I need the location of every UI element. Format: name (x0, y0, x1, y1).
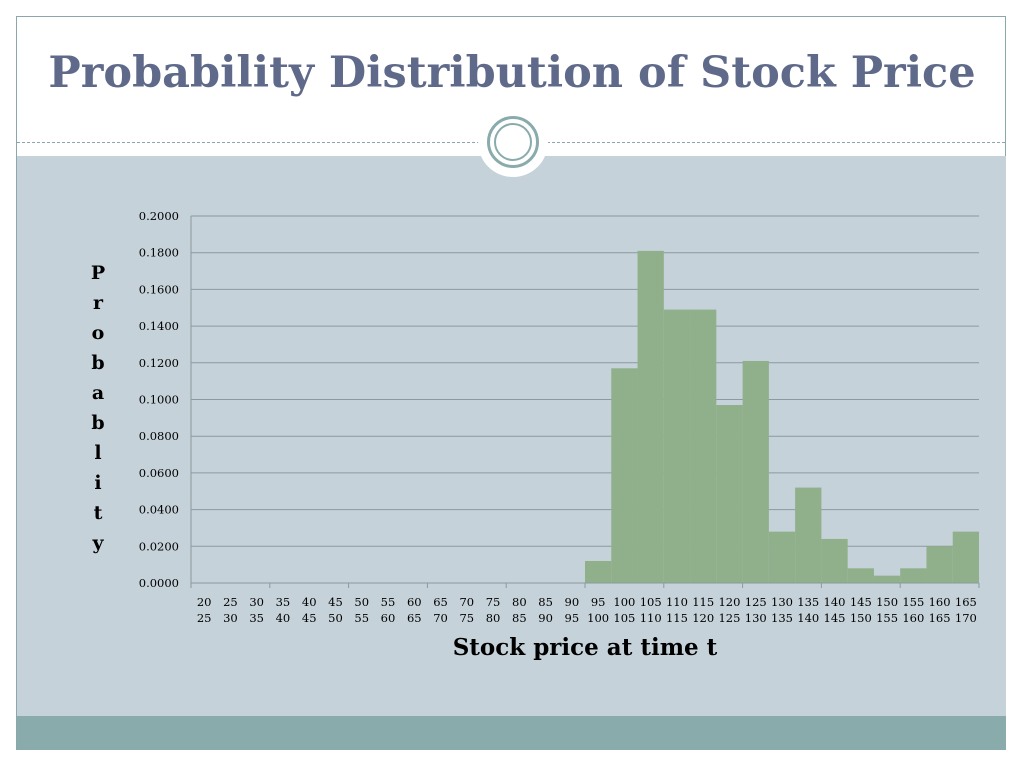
x-tick-label: 130 135 (771, 595, 793, 625)
x-tick-label: 45 50 (328, 595, 343, 625)
x-tick-label: 20 25 (197, 595, 212, 625)
x-tick-label: 140 145 (824, 595, 846, 625)
x-tick-label: 90 95 (565, 595, 580, 625)
histogram-bar (847, 568, 874, 583)
histogram-bar (952, 531, 979, 583)
y-axis-label-letter: a (91, 382, 105, 404)
x-tick-label: 100 105 (613, 595, 635, 625)
x-tick-label: 60 65 (407, 595, 422, 625)
footer-band (17, 716, 1006, 750)
y-axis-label-letter: r (92, 292, 103, 314)
y-tick-label: 0.1400 (139, 319, 179, 333)
y-tick-label: 0.1600 (139, 282, 179, 296)
histogram-bar (900, 568, 927, 583)
y-tick-label: 0.0200 (139, 539, 179, 553)
histogram-bar (926, 546, 953, 583)
y-tick-label: 0.0800 (139, 429, 179, 443)
histogram-bar (795, 487, 822, 583)
histogram-bar (611, 368, 638, 583)
y-axis-label-letter: P (90, 262, 106, 284)
y-axis-label-letter: y (92, 532, 104, 554)
y-axis-label-letter: b (91, 412, 105, 434)
y-axis-label-letter: b (91, 352, 105, 374)
y-tick-label: 0.1800 (139, 246, 179, 260)
x-tick-label: 105 110 (640, 595, 662, 625)
x-tick-label: 25 30 (223, 595, 238, 625)
x-tick-label: 95 100 (587, 595, 609, 625)
x-tick-label: 150 155 (876, 595, 898, 625)
histogram-bar (690, 309, 717, 583)
x-tick-label: 110 115 (666, 595, 688, 625)
ornament-inner-ring (494, 123, 532, 161)
x-tick-label: 55 60 (381, 595, 396, 625)
y-tick-label: 0.0000 (139, 576, 179, 590)
y-tick-label: 0.0400 (139, 503, 179, 517)
x-tick-label: 165 170 (955, 595, 977, 625)
histogram-bar (742, 360, 769, 583)
x-tick-label: 75 80 (486, 595, 501, 625)
histogram-bar (768, 531, 796, 583)
x-tick-label: 80 85 (512, 595, 527, 625)
x-tick-label: 50 55 (354, 595, 369, 625)
y-tick-label: 0.1000 (139, 393, 179, 407)
histogram-bar (716, 405, 743, 583)
y-axis-label-letter: o (91, 322, 105, 344)
x-tick-label: 120 125 (718, 595, 740, 625)
histogram-bar (637, 250, 664, 584)
histogram-bar (873, 575, 901, 583)
x-tick-label: 30 35 (249, 595, 264, 625)
x-tick-label: 125 130 (745, 595, 767, 625)
x-tick-label: 135 140 (797, 595, 819, 625)
y-axis-label-letter: l (94, 442, 102, 464)
histogram-bar (663, 309, 691, 583)
y-axis-label-letter: t (93, 502, 103, 524)
x-tick-label: 115 120 (692, 595, 714, 625)
slide-title: Probability Distribution of Stock Price (48, 48, 976, 98)
y-tick-label: 0.1200 (139, 356, 179, 370)
y-tick-label: 0.0600 (139, 466, 179, 480)
y-tick-label: 0.2000 (139, 209, 179, 223)
x-tick-label: 155 160 (902, 595, 924, 625)
x-tick-label: 40 45 (302, 595, 317, 625)
x-tick-label: 35 40 (276, 595, 291, 625)
histogram-bar (585, 560, 612, 583)
x-tick-label: 160 165 (929, 595, 951, 625)
x-tick-label: 145 150 (850, 595, 872, 625)
histogram-bar (821, 538, 848, 583)
x-tick-label: 85 90 (538, 595, 553, 625)
x-tick-label: 65 70 (433, 595, 448, 625)
y-axis-label-letter: i (94, 472, 102, 494)
x-axis-label: Stock price at time t (452, 634, 718, 661)
x-tick-label: 70 75 (459, 595, 474, 625)
